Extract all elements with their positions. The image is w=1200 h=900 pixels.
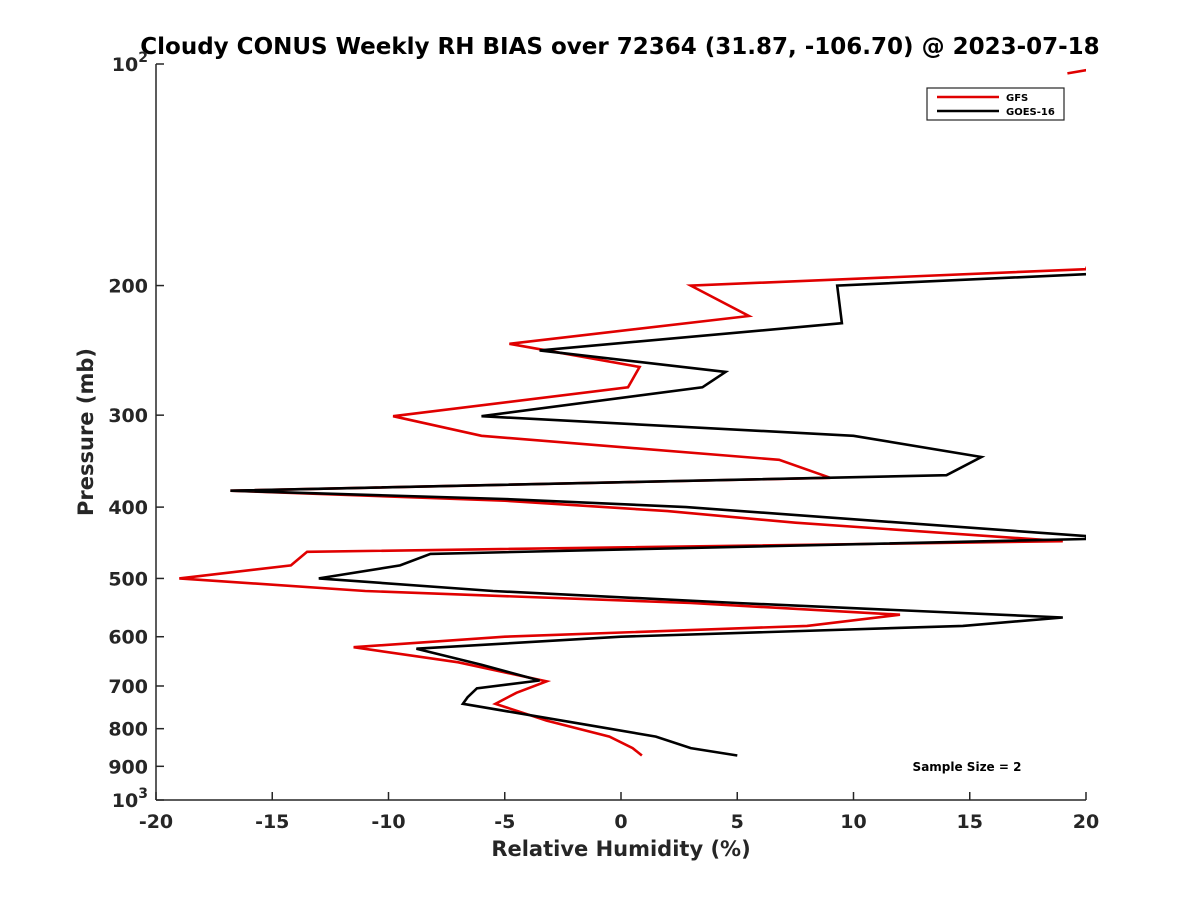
x-tick-label: 10 (840, 811, 866, 833)
y-tick-label: 700 (108, 676, 148, 698)
y-tick-label: 900 (108, 756, 148, 778)
legend-label-goes16: GOES-16 (1006, 107, 1055, 118)
x-tick-label: 0 (614, 811, 627, 833)
x-tick-label: 5 (731, 811, 744, 833)
y-tick-label: 600 (108, 627, 148, 649)
chart-title: Cloudy CONUS Weekly RH BIAS over 72364 (… (140, 34, 1099, 60)
sample-size-annotation: Sample Size = 2 (913, 760, 1022, 774)
y-tick-label: 800 (108, 719, 148, 741)
legend-box (926, 87, 1065, 121)
x-tick-label: -5 (494, 811, 515, 833)
x-tick-label: 15 (957, 811, 983, 833)
y-tick-label: 103 (112, 786, 148, 812)
series-layer (179, 68, 1086, 757)
series-line-goes-16 (230, 272, 1086, 757)
y-tick-label: 500 (108, 568, 148, 590)
x-tick-label: -20 (139, 811, 173, 833)
x-tick-label: -10 (371, 811, 405, 833)
ticks-layer: -20 -15 -10 -5 0 5 10 15 20 102 200 300 400 500 600 700… (108, 50, 1099, 833)
x-axis-label: Relative Humidity (%) (491, 837, 750, 861)
y-tick-label: 102 (112, 50, 148, 76)
legend-label-gfs: GFS (1006, 93, 1028, 104)
x-tick-label: -15 (255, 811, 289, 833)
y-axis-label: Pressure (mb) (74, 348, 98, 516)
y-tick-label: 200 (108, 276, 148, 298)
y-tick-label: 300 (108, 405, 148, 427)
x-tick-label: 20 (1073, 811, 1099, 833)
y-tick-label: 400 (108, 497, 148, 519)
legend: GFS GOES-16 (926, 87, 1065, 121)
